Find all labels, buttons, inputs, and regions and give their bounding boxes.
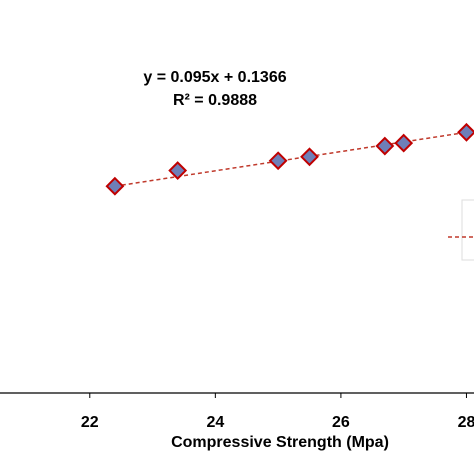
point: [375, 136, 395, 156]
point: [168, 161, 188, 180]
x-tick-label: 24: [206, 414, 224, 431]
point: [300, 147, 319, 167]
trend-r-squared: R² = 0.9888: [173, 92, 257, 109]
point: [268, 151, 288, 171]
point: [457, 122, 474, 142]
x-tick-label: 22: [81, 414, 99, 431]
trend-equation: y = 0.095x + 0.1366: [143, 69, 286, 86]
x-axis-label: Compressive Strength (Mpa): [171, 434, 389, 451]
point: [394, 133, 414, 153]
legend-box: [461, 199, 474, 261]
trend-line: [114, 130, 474, 187]
x-tick-label: 28: [458, 414, 474, 431]
point: [105, 176, 125, 196]
x-tick-label: 26: [332, 414, 350, 431]
